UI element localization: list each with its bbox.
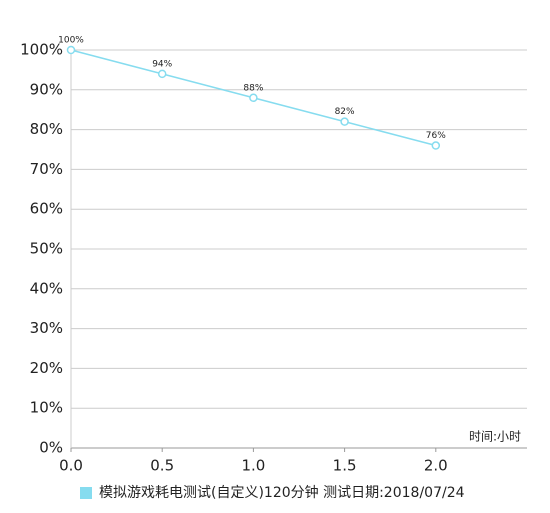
data-point xyxy=(249,93,258,103)
data-point xyxy=(157,69,167,79)
y-tick-label: 50% xyxy=(30,240,63,258)
y-tick-label: 90% xyxy=(30,80,63,98)
y-tick-label: 40% xyxy=(30,279,63,297)
y-tick-label: 0% xyxy=(39,439,63,457)
data-point xyxy=(340,117,349,126)
data-label: 82% xyxy=(335,107,355,117)
data-label: 94% xyxy=(152,59,172,69)
y-tick-label: 10% xyxy=(30,399,63,417)
legend-swatch xyxy=(80,487,92,499)
x-axis-label: 时间:小时 xyxy=(469,430,521,444)
data-label: 88% xyxy=(243,83,263,93)
y-tick-label: 100% xyxy=(20,41,63,59)
data-point xyxy=(431,141,441,150)
legend-label: 模拟游戏耗电测试(自定义)120分钟 测试日期:2018/07/24 xyxy=(99,484,465,501)
data-label: 76% xyxy=(426,131,446,141)
x-tick-label: 2.0 xyxy=(424,457,448,475)
y-tick-label: 20% xyxy=(30,359,63,377)
y-tick-label: 80% xyxy=(30,120,63,138)
x-tick-label: 0.5 xyxy=(150,457,174,475)
x-tick-label: 0.0 xyxy=(59,457,83,475)
x-tick-label: 1.5 xyxy=(333,457,357,475)
y-tick-label: 70% xyxy=(30,160,63,178)
y-tick-label: 30% xyxy=(30,319,63,337)
y-tick-label: 60% xyxy=(30,200,63,218)
data-point xyxy=(66,45,76,55)
x-tick-label: 1.0 xyxy=(241,457,265,475)
data-label: 100% xyxy=(58,36,84,46)
